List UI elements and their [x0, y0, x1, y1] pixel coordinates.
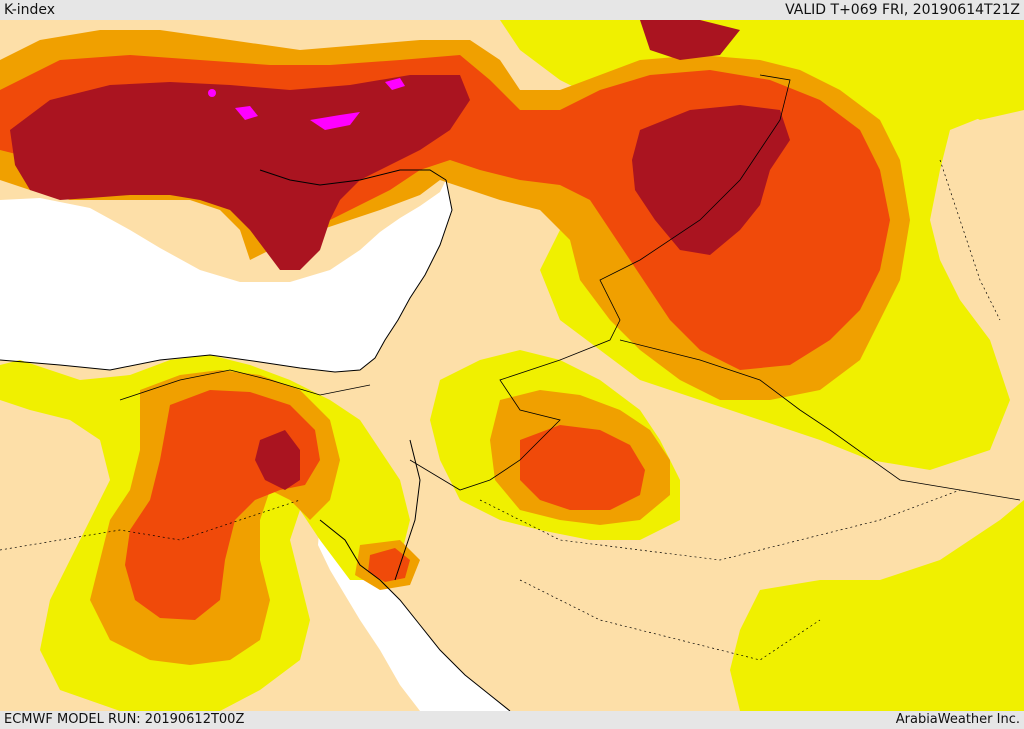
k-index-map [0, 20, 1024, 711]
valid-time-label: VALID T+069 FRI, 20190614T21Z [785, 2, 1020, 18]
model-run-label: ECMWF MODEL RUN: 20190612T00Z [4, 712, 245, 727]
k-index-dark-red [10, 20, 790, 490]
k-index-magenta [208, 78, 405, 130]
coastlines [0, 169, 511, 711]
mediterranean-sea [0, 180, 452, 372]
map-title: K-index [4, 2, 56, 18]
country-borders [119, 74, 1021, 501]
header-bar [0, 0, 1024, 20]
credit-label: ArabiaWeather Inc. [895, 712, 1020, 727]
province-boundaries [0, 159, 1001, 661]
footer-bar [0, 711, 1024, 729]
